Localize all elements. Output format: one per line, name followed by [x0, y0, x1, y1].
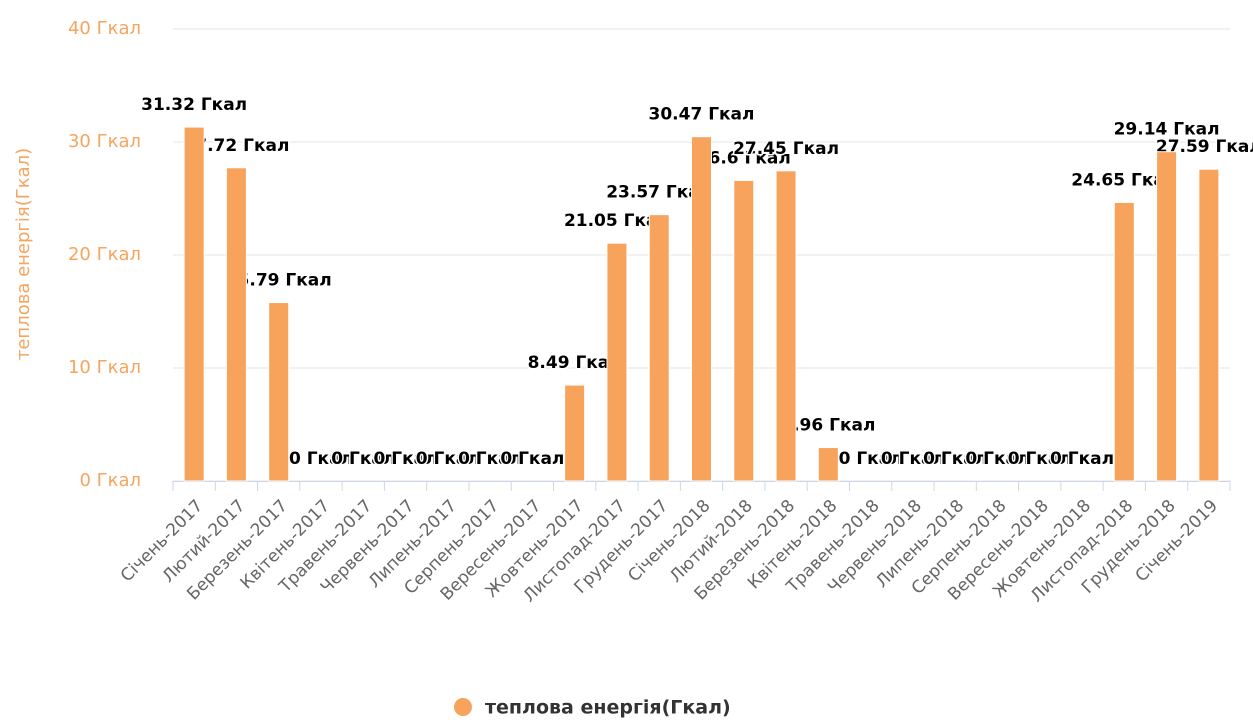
bar — [648, 214, 670, 482]
bar — [1156, 151, 1178, 482]
data-label: 0 Гкал — [881, 449, 945, 469]
bar — [1113, 201, 1135, 482]
data-label: 27.59 Гкал — [1156, 137, 1253, 157]
bar — [183, 126, 205, 482]
bar — [564, 384, 586, 482]
data-label: 21.05 Гкал — [564, 211, 670, 231]
y-tick-label: 10 Гкал — [68, 357, 141, 378]
bar — [268, 302, 290, 482]
data-label: 27.45 Гкал — [733, 139, 839, 159]
bar — [691, 136, 712, 482]
data-label: 0 Гкал — [416, 449, 480, 469]
bar — [817, 447, 839, 482]
bar — [606, 242, 628, 482]
data-label: 23.57 Гкал — [606, 183, 712, 203]
data-label: 15.79 Гкал — [226, 271, 332, 291]
data-label: 2.96 Гкал — [781, 416, 875, 436]
bar — [1198, 168, 1220, 482]
legend-symbol — [454, 698, 472, 716]
y-axis-title: теплова енергія(Гкал) — [13, 148, 34, 360]
data-label: 26.6 Гкал — [697, 148, 791, 168]
y-tick-label: 20 Гкал — [68, 244, 141, 265]
data-label: 31.32 Гкал — [141, 95, 247, 115]
bar — [733, 179, 755, 482]
data-label: 0 Гкал — [500, 449, 564, 469]
data-label: 24.65 Гкал — [1071, 170, 1177, 190]
data-label: 27.72 Гкал — [183, 136, 289, 156]
data-label: 0 Гкал — [1008, 449, 1072, 469]
legend-label: теплова енергія(Гкал) — [485, 697, 731, 719]
data-label: 29.14 Гкал — [1114, 120, 1220, 140]
y-tick-label: 0 Гкал — [79, 470, 141, 491]
data-label: 0 Гкал — [331, 449, 395, 469]
data-label: 0 Гкал — [923, 449, 987, 469]
y-tick-label: 40 Гкал — [68, 18, 141, 39]
bar — [775, 170, 797, 482]
data-label: 0 Гкал — [839, 449, 903, 469]
data-label: 0 Гкал — [458, 449, 522, 469]
data-label: 0 Гкал — [1050, 449, 1114, 469]
data-label: 0 Гкал — [289, 449, 353, 469]
data-label: 0 Гкал — [965, 449, 1029, 469]
y-tick-label: 30 Гкал — [68, 131, 141, 152]
data-label: 8.49 Гкал — [528, 353, 622, 373]
data-label: 0 Гкал — [374, 449, 438, 469]
bar — [225, 167, 247, 482]
data-label: 30.47 Гкал — [649, 105, 755, 125]
